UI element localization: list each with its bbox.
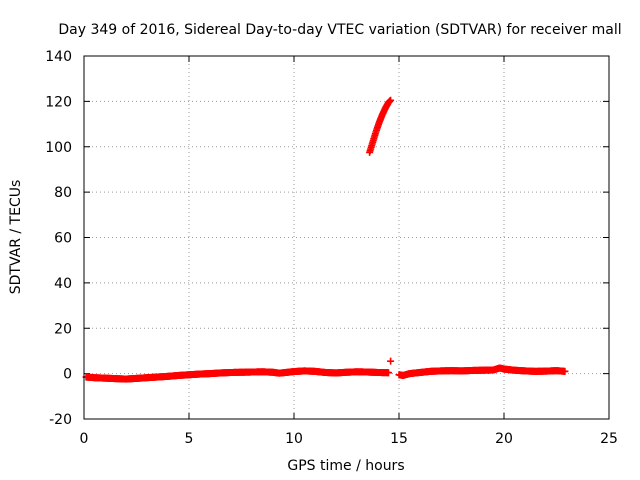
y-tick-label: 0 xyxy=(63,367,72,383)
y-tick-label: 60 xyxy=(54,231,72,247)
data-point xyxy=(561,367,569,375)
y-tick-label: 100 xyxy=(45,140,72,156)
x-axis-label: GPS time / hours xyxy=(287,458,404,474)
axis-ticks: 0 5 10 15 20 25 -20 0 20 40 60 80 100 120 140 xyxy=(45,49,618,447)
x-tick-label: 5 xyxy=(185,431,194,447)
x-tick-label: 10 xyxy=(285,431,303,447)
data-point xyxy=(387,96,395,104)
x-tick-label: 0 xyxy=(80,431,89,447)
chart-title: Day 349 of 2016, Sidereal Day-to-day VTE… xyxy=(58,22,621,38)
grid-lines xyxy=(84,56,609,419)
y-tick-label: -20 xyxy=(49,412,72,428)
y-tick-label: 40 xyxy=(54,276,72,292)
y-axis-label: SDTVAR / TECUs xyxy=(8,180,24,295)
x-tick-label: 25 xyxy=(600,431,618,447)
x-tick-label: 20 xyxy=(495,431,513,447)
data-points xyxy=(82,96,569,383)
y-tick-label: 140 xyxy=(45,49,72,65)
y-tick-label: 80 xyxy=(54,185,72,201)
y-tick-label: 20 xyxy=(54,321,72,337)
data-point xyxy=(385,369,392,377)
y-tick-label: 120 xyxy=(45,94,72,110)
data-point xyxy=(387,357,395,365)
plot-border xyxy=(83,55,610,420)
x-tick-label: 15 xyxy=(390,431,408,447)
